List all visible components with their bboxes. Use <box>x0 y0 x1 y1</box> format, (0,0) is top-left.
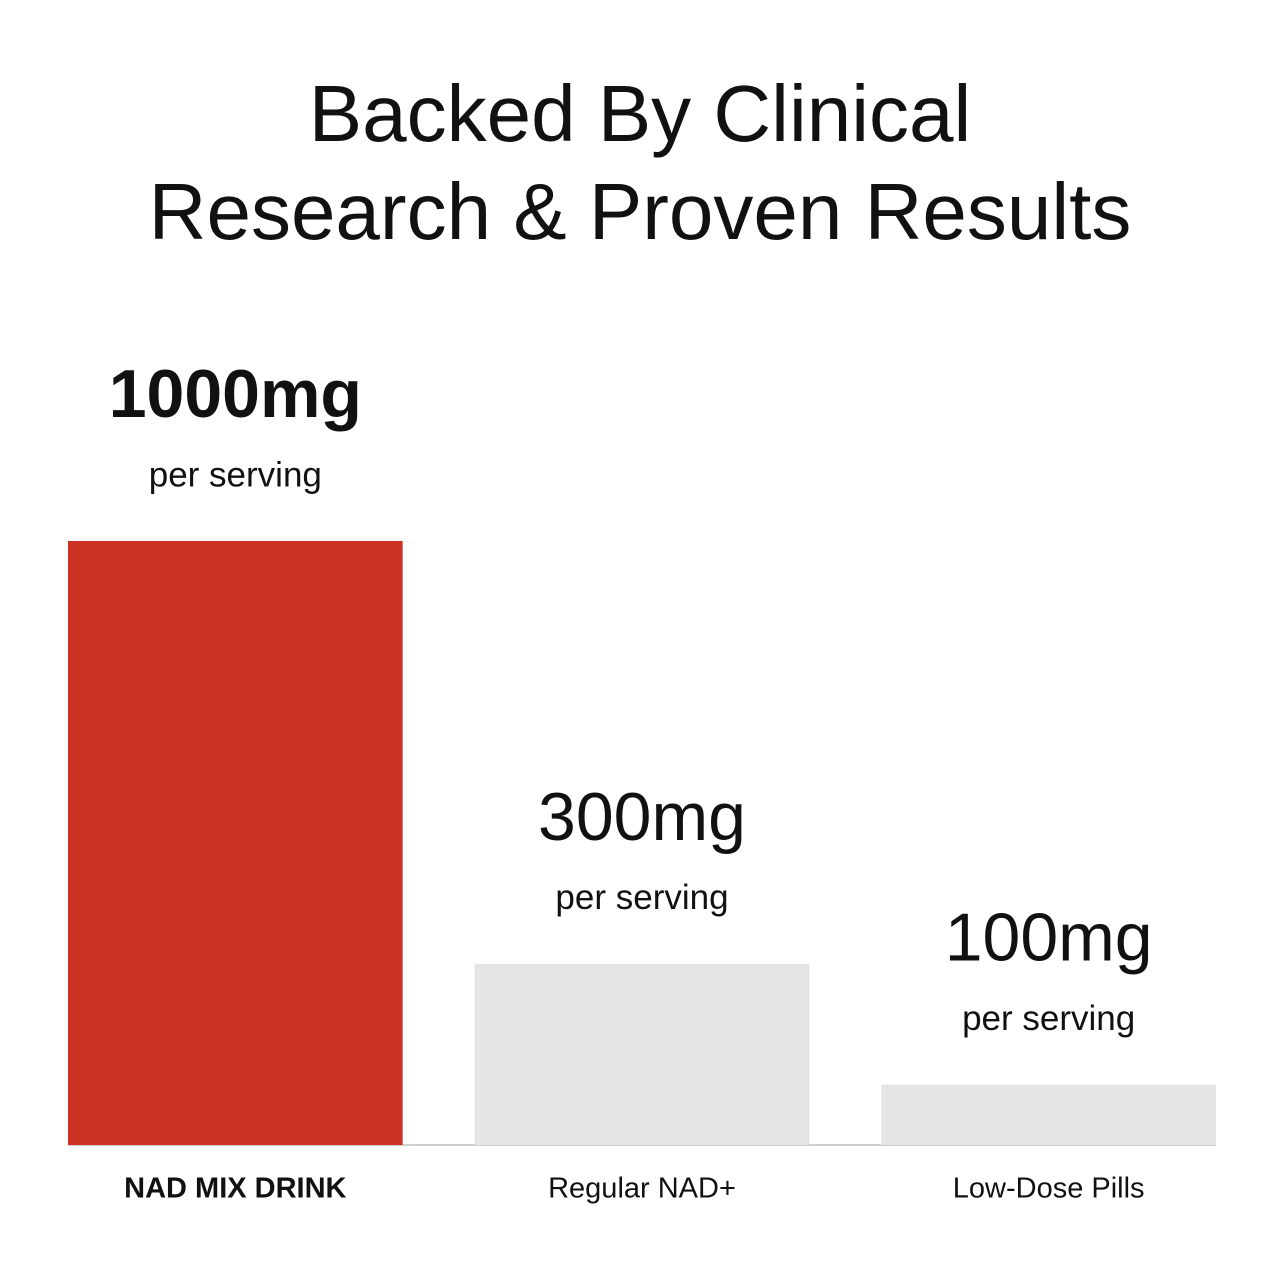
x-tick-label: Low-Dose Pills <box>953 1173 1145 1205</box>
value-label: 100mg <box>945 900 1153 976</box>
value-sublabel: per serving <box>149 455 322 494</box>
bar <box>474 963 810 1145</box>
bar <box>881 1084 1216 1145</box>
value-label: 300mg <box>538 779 746 855</box>
value-sublabel: per serving <box>555 878 728 917</box>
bar <box>68 541 403 1145</box>
chart-title: Backed By Clinical <box>309 69 972 158</box>
x-tick-label: Regular NAD+ <box>548 1173 736 1205</box>
chart-title: Research & Proven Results <box>149 167 1132 256</box>
value-sublabel: per serving <box>962 999 1135 1038</box>
value-label: 1000mg <box>109 356 362 432</box>
x-tick-label: NAD MIX DRINK <box>124 1173 346 1205</box>
